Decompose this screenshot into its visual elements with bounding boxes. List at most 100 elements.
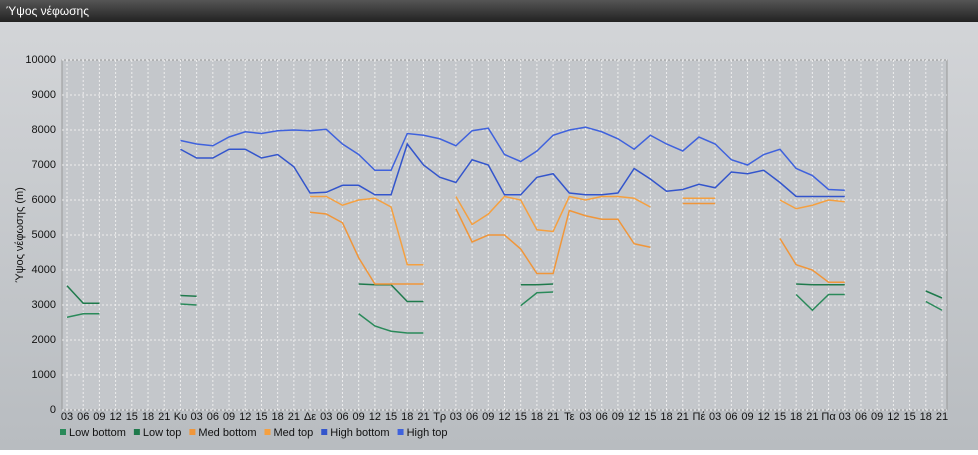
x-tick-label: 12	[887, 411, 899, 423]
series-line	[779, 238, 845, 283]
x-tick-label: 21	[936, 411, 948, 423]
y-tick-label: 6000	[32, 194, 56, 206]
series-line	[795, 293, 845, 312]
legend-swatch	[133, 429, 140, 435]
series-line	[520, 291, 554, 307]
y-tick-label: 2000	[32, 334, 56, 346]
legend-swatch	[321, 429, 328, 435]
x-tick-label: 03	[839, 411, 851, 423]
x-tick-label: 12	[369, 411, 381, 423]
series-line	[180, 303, 197, 306]
legend-swatch	[60, 429, 66, 435]
legend-label: Med bottom	[198, 427, 256, 439]
x-tick-label: 06	[725, 411, 737, 423]
series-line	[180, 126, 845, 191]
legend-label: Low top	[143, 427, 182, 439]
series-line	[310, 195, 424, 266]
x-tick-label: 03	[320, 411, 332, 423]
y-tick-label: 4000	[32, 264, 56, 276]
x-tick-label: 21	[288, 411, 300, 423]
series-line	[66, 313, 100, 318]
x-tick-label: Δε	[304, 411, 316, 423]
header-title: Ύψος νέφωσης	[6, 4, 89, 18]
x-tick-label: 15	[644, 411, 656, 423]
x-tick-label: 15	[385, 411, 397, 423]
x-tick-label: 09	[93, 411, 105, 423]
legend-label: High bottom	[330, 427, 389, 439]
y-tick-label: 9000	[32, 89, 56, 101]
legend-swatch	[264, 429, 271, 435]
x-tick-label: 12	[498, 411, 510, 423]
series-line	[925, 290, 943, 299]
x-tick-label: 06	[466, 411, 478, 423]
x-tick-label: 06	[77, 411, 89, 423]
series-line	[180, 142, 845, 198]
x-tick-label: 18	[272, 411, 284, 423]
x-tick-label: 06	[207, 411, 219, 423]
x-tick-label: 21	[806, 411, 818, 423]
x-tick-label: 09	[482, 411, 494, 423]
x-tick-label: 06	[596, 411, 608, 423]
x-tick-label: 21	[417, 411, 429, 423]
legend-label: Low bottom	[69, 427, 126, 439]
x-tick-label: 21	[158, 411, 170, 423]
series-line	[779, 199, 845, 210]
y-tick-label: 3000	[32, 299, 56, 311]
x-tick-label: 09	[223, 411, 235, 423]
series-line	[796, 283, 845, 286]
x-tick-label: 18	[920, 411, 932, 423]
series-line	[180, 294, 197, 297]
series-line	[455, 208, 651, 275]
x-tick-label: 03	[191, 411, 203, 423]
series-line	[66, 285, 100, 304]
y-tick-label: 10000	[25, 54, 56, 66]
y-tick-label: 7000	[32, 159, 56, 171]
x-tick-label: 15	[255, 411, 267, 423]
x-tick-label: 09	[871, 411, 883, 423]
x-tick-label: 12	[758, 411, 770, 423]
y-axis-title: Ύψος νέφωσης (m)	[14, 187, 26, 283]
legend-label: High top	[407, 427, 448, 439]
x-tick-label: 12	[239, 411, 251, 423]
x-tick-label: 15	[515, 411, 527, 423]
series-line	[455, 195, 651, 233]
series-line	[925, 300, 943, 311]
x-tick-label: Τρ	[433, 411, 446, 423]
x-tick-label: 09	[741, 411, 753, 423]
x-tick-label: Κυ	[174, 411, 187, 423]
x-tick-label: 03	[579, 411, 591, 423]
x-tick-label: 18	[401, 411, 413, 423]
series-line	[520, 283, 554, 286]
x-tick-label: 12	[109, 411, 121, 423]
legend-label: Med top	[274, 427, 314, 439]
x-tick-label: 03	[450, 411, 462, 423]
legend-swatch	[189, 429, 196, 435]
x-tick-label: 21	[547, 411, 559, 423]
y-tick-label: 5000	[32, 229, 56, 241]
series-line	[358, 313, 424, 334]
y-tick-label: 8000	[32, 124, 56, 136]
x-tick-label: 18	[531, 411, 543, 423]
x-tick-label: 03	[709, 411, 721, 423]
legend-swatch	[397, 429, 404, 435]
x-tick-label: 15	[774, 411, 786, 423]
x-tick-label: Πέ	[693, 411, 706, 423]
x-tick-label: 15	[126, 411, 138, 423]
x-tick-label: 21	[677, 411, 689, 423]
x-tick-label: 09	[612, 411, 624, 423]
x-tick-label: 15	[903, 411, 915, 423]
y-tick-label: 1000	[32, 369, 56, 381]
header-bar	[0, 0, 978, 22]
x-tick-label: 03	[61, 411, 73, 423]
y-tick-label: 0	[50, 404, 56, 416]
x-tick-label: Πα	[821, 411, 836, 423]
series-line	[309, 211, 424, 285]
x-tick-label: 06	[855, 411, 867, 423]
x-tick-label: 18	[142, 411, 154, 423]
x-tick-label: Τε	[564, 411, 575, 423]
x-tick-label: 09	[353, 411, 365, 423]
x-tick-label: 06	[336, 411, 348, 423]
x-tick-label: 18	[790, 411, 802, 423]
